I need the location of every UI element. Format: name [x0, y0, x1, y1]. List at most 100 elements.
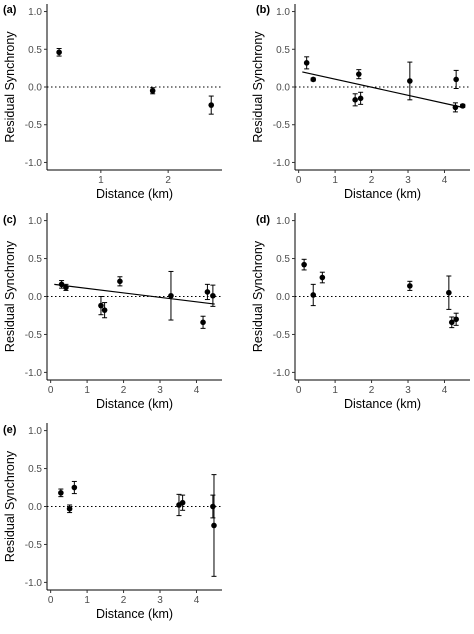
y-tick-label: -1.0: [25, 158, 43, 169]
panel-5: (e) -1.0 -0.5 0.0 0.5 1.0 0 1 2 3 4 Distance (km) Re…: [3, 423, 222, 621]
y-tick-label: 0.5: [28, 254, 42, 265]
y-tick-label: 1.0: [276, 7, 290, 18]
x-tick-label: 2: [369, 385, 375, 396]
y-tick-label: 0.5: [276, 45, 290, 56]
y-axis-title: Residual Synchrony: [251, 240, 265, 352]
y-tick-label: 1.0: [28, 426, 42, 437]
y-tick-label: 0.0: [28, 502, 42, 513]
y-tick-label: -0.5: [273, 330, 291, 341]
y-tick-label: 0.0: [276, 292, 290, 303]
trend-line: [54, 283, 215, 305]
trend-line: [302, 71, 463, 108]
data-point: [407, 78, 413, 84]
y-tick-label: -0.5: [25, 540, 43, 551]
x-tick-label: 2: [121, 385, 127, 396]
x-tick-label: 4: [442, 385, 448, 396]
data-point: [210, 292, 216, 299]
data-point: [66, 505, 73, 512]
y-tick-label: -0.5: [273, 120, 291, 131]
x-axis-title: Distance (km): [96, 187, 173, 201]
data-point: [98, 302, 104, 309]
x-tick-label: 4: [194, 595, 200, 606]
x-tick-label: 1: [332, 385, 338, 396]
x-axis-title: Distance (km): [96, 607, 173, 621]
data-point: [101, 307, 108, 313]
data-point: [352, 97, 358, 103]
data-point: [453, 76, 459, 83]
x-tick-label: 1: [332, 175, 338, 186]
panel-4: (d) -1.0 -0.5 0.0 0.5 1.0 0 1 2 3 4 Distance (km) Re…: [251, 213, 470, 411]
panel-2: (b) -1.0 -0.5 0.0 0.5 1.0 0 1 2 3 4 Distance (km) Re…: [251, 4, 470, 201]
x-tick-label: 2: [369, 175, 375, 186]
data-point: [301, 261, 307, 268]
panel-label: (d): [256, 214, 270, 226]
data-point: [407, 283, 413, 289]
y-tick-label: -1.0: [273, 158, 291, 169]
y-tick-label: -1.0: [273, 368, 291, 379]
y-tick-label: 0.5: [28, 45, 42, 56]
y-tick-label: -1.0: [25, 368, 43, 379]
data-point: [117, 278, 123, 285]
x-tick-label: 4: [194, 385, 200, 396]
data-point: [63, 284, 69, 291]
x-axis-title: Distance (km): [344, 397, 421, 411]
data-point: [453, 316, 459, 323]
data-point: [356, 71, 362, 77]
data-point: [200, 319, 206, 326]
data-point: [310, 76, 317, 83]
y-axis-title: Residual Synchrony: [251, 31, 265, 143]
data-point: [303, 60, 310, 66]
data-point: [71, 484, 78, 491]
x-tick-label: 0: [48, 385, 54, 396]
data-point: [56, 49, 62, 56]
data-point: [208, 102, 215, 108]
data-point: [319, 274, 326, 281]
panel-label: (a): [3, 4, 17, 16]
y-tick-label: 0.0: [28, 292, 42, 303]
data-point: [179, 499, 186, 506]
y-tick-label: 0.0: [28, 83, 42, 94]
y-tick-label: 0.5: [28, 464, 42, 475]
data-point: [448, 319, 455, 326]
data-point: [149, 87, 156, 94]
y-tick-label: -0.5: [25, 120, 43, 131]
data-point: [310, 292, 317, 298]
panel-label: (e): [3, 424, 17, 436]
x-axis-title: Distance (km): [96, 397, 173, 411]
data-point: [58, 281, 65, 288]
data-point: [446, 289, 452, 296]
x-tick-label: 3: [405, 385, 411, 396]
y-tick-label: 1.0: [28, 7, 42, 18]
x-tick-label: 3: [157, 385, 163, 396]
x-tick-label: 0: [48, 595, 54, 606]
data-point: [168, 292, 174, 299]
data-point: [58, 490, 64, 496]
panel-3: (c) -1.0 -0.5 0.0 0.5 1.0 0 1 2 3 4 Distance (km) Re…: [3, 213, 222, 411]
x-tick-label: 0: [296, 385, 302, 396]
y-tick-label: -1.0: [25, 578, 43, 589]
x-tick-label: 3: [157, 595, 163, 606]
data-point: [211, 522, 217, 529]
x-tick-label: 4: [442, 175, 448, 186]
y-axis-title: Residual Synchrony: [3, 31, 17, 143]
y-axis-title: Residual Synchrony: [3, 450, 17, 562]
data-point: [357, 95, 364, 102]
y-tick-label: 1.0: [276, 216, 290, 227]
x-tick-label: 1: [84, 385, 90, 396]
x-tick-label: 0: [296, 175, 302, 186]
data-point: [210, 503, 216, 510]
y-axis-title: Residual Synchrony: [3, 240, 17, 352]
data-point: [452, 104, 459, 111]
x-axis-title: Distance (km): [344, 187, 421, 201]
panel-label: (c): [3, 214, 17, 226]
panel-label: (b): [256, 4, 270, 16]
y-tick-label: 0.0: [276, 83, 290, 94]
x-tick-label: 1: [84, 595, 90, 606]
data-point: [459, 103, 466, 109]
y-tick-label: -0.5: [25, 330, 43, 341]
y-tick-label: 0.5: [276, 254, 290, 265]
x-tick-label: 3: [405, 175, 411, 186]
y-tick-label: 1.0: [28, 216, 42, 227]
